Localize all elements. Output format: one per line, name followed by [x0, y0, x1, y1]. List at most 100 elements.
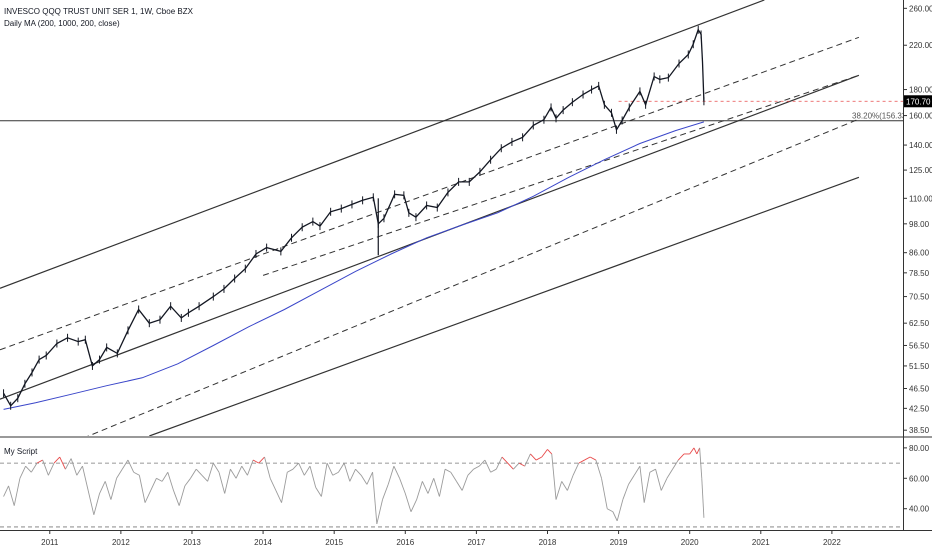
osc-segment-104 — [589, 456, 597, 461]
osc-segment-119 — [672, 459, 679, 470]
osc-segment-75 — [427, 478, 435, 494]
osc-segment-94 — [535, 456, 543, 461]
channel-line-2 — [262, 74, 860, 276]
osc-segment-82 — [467, 468, 474, 476]
y-tick-label-13: 51.50 — [909, 362, 930, 371]
osc-segment-7 — [42, 459, 49, 476]
osc-segment-40 — [229, 468, 237, 479]
osc-segment-38 — [218, 472, 226, 494]
osc-segment-19 — [110, 478, 118, 500]
osc-segment-34 — [195, 468, 203, 476]
osc-segment-11 — [65, 458, 72, 470]
y-tick-label-14: 46.50 — [909, 384, 930, 393]
osc-segment-2 — [13, 478, 21, 506]
x-tick-label-2: 2013 — [183, 538, 201, 547]
osc-segment-9 — [53, 456, 61, 464]
osc-segment-113 — [639, 466, 645, 503]
y-tick-label-10: 70.50 — [909, 293, 930, 302]
osc-segment-67 — [382, 484, 389, 500]
osc-segment-99 — [561, 481, 568, 491]
osc-segment-13 — [76, 465, 83, 476]
osc-segment-116 — [655, 469, 662, 491]
osc-segment-109 — [616, 499, 624, 521]
osc-segment-57 — [326, 462, 334, 476]
y-tick-label-3: 160.00 — [909, 112, 932, 121]
osc-segment-115 — [649, 468, 656, 473]
osc-segment-28 — [161, 471, 169, 482]
y-tick-label-11: 62.50 — [909, 319, 930, 328]
osc-segment-12 — [70, 458, 78, 476]
osc-segment-48 — [275, 490, 282, 503]
osc-segment-122 — [689, 447, 695, 455]
osc-segment-32 — [184, 478, 191, 487]
indicator-label: Daily MA (200, 1000, 200, close) — [4, 19, 120, 28]
osc-segment-126 — [701, 478, 705, 518]
osc-segment-33 — [190, 468, 197, 479]
osc-segment-68 — [387, 465, 395, 485]
y-tick-label-12: 56.50 — [909, 341, 930, 350]
x-tick-label-9: 2020 — [681, 538, 699, 547]
osc-segment-100 — [566, 475, 574, 491]
osc-segment-125 — [699, 447, 703, 479]
osc-segment-84 — [478, 459, 486, 467]
oscillator-pane[interactable] — [0, 447, 903, 528]
channel-line-0 — [0, 0, 765, 289]
osc-segment-78 — [444, 468, 452, 473]
x-tick-label-11: 2022 — [823, 538, 841, 547]
osc-segment-49 — [281, 472, 288, 503]
osc-segment-103 — [584, 456, 591, 461]
osc-segment-107 — [607, 508, 614, 513]
osc-segment-29 — [167, 472, 174, 491]
osc-segment-73 — [416, 481, 423, 500]
osc-segment-16 — [93, 493, 100, 515]
osc-segment-77 — [438, 469, 446, 497]
osc-segment-4 — [25, 465, 32, 473]
osc-segment-30 — [173, 490, 180, 506]
osc-segment-20 — [116, 468, 123, 479]
y-tick-label-6: 110.00 — [909, 194, 932, 203]
osc-segment-23 — [133, 471, 140, 476]
osc-segment-89 — [507, 462, 514, 470]
osc-segment-87 — [495, 456, 503, 470]
osc-segment-96 — [547, 449, 553, 455]
osc-segment-18 — [104, 481, 112, 500]
osc-segment-50 — [287, 468, 294, 473]
osc-segment-102 — [578, 459, 585, 464]
osc-tick-label-0: 80.00 — [909, 444, 930, 453]
x-tick-label-3: 2014 — [254, 538, 272, 547]
osc-segment-17 — [99, 481, 106, 494]
osc-segment-83 — [473, 465, 480, 470]
osc-tick-label-2: 40.00 — [909, 505, 930, 514]
osc-segment-117 — [660, 478, 668, 491]
osc-segment-59 — [338, 462, 345, 473]
osc-segment-24 — [138, 475, 146, 503]
osc-segment-98 — [555, 481, 563, 500]
osc-segment-60 — [343, 462, 351, 482]
osc-segment-76 — [433, 478, 440, 497]
osc-segment-123 — [693, 447, 698, 455]
osc-segment-114 — [643, 472, 651, 503]
osc-segment-56 — [320, 463, 328, 497]
x-tick-label-1: 2012 — [112, 538, 130, 547]
osc-segment-93 — [530, 453, 537, 461]
osc-segment-71 — [404, 493, 412, 512]
osc-segment-85 — [484, 459, 492, 473]
osc-segment-52 — [298, 462, 305, 476]
x-tick-label-6: 2017 — [467, 538, 485, 547]
osc-segment-111 — [628, 475, 635, 485]
osc-segment-64 — [366, 472, 373, 485]
osc-segment-74 — [421, 481, 429, 494]
last-price-label: 170.70 — [906, 97, 931, 106]
ma-series-line — [3, 121, 705, 410]
osc-segment-91 — [518, 462, 525, 467]
osc-segment-110 — [622, 484, 629, 500]
main-pane[interactable]: 38.20%(156.33) — [0, 0, 909, 472]
x-tick-label-8: 2019 — [610, 538, 628, 547]
osc-segment-108 — [612, 511, 618, 522]
osc-segment-101 — [572, 462, 580, 476]
osc-segment-27 — [156, 477, 163, 482]
osc-segment-46 — [264, 456, 271, 479]
osc-segment-65 — [372, 472, 378, 524]
